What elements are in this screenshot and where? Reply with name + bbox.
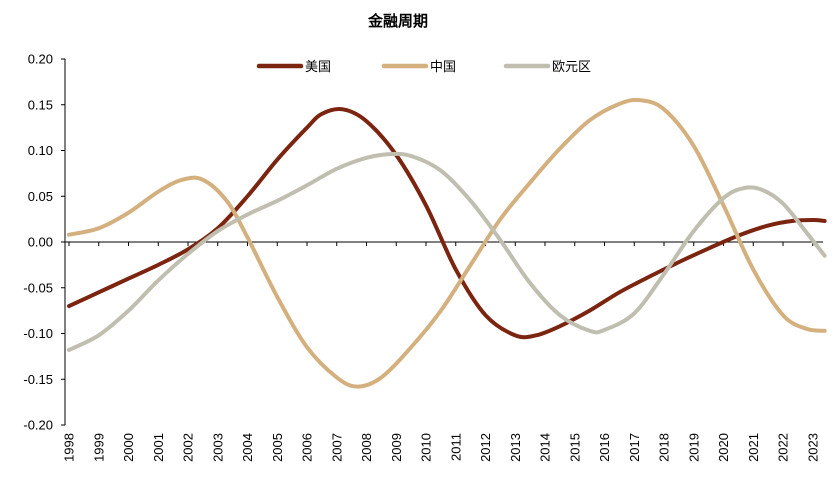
x-tick-label: 2003 [210, 433, 225, 462]
x-tick-label: 2017 [627, 433, 642, 462]
x-tick-label: 2010 [419, 433, 434, 462]
y-tick-label: 0.00 [28, 235, 53, 250]
x-tick-label: 2022 [776, 433, 791, 462]
x-tick-label: 2008 [359, 433, 374, 462]
x-tick-label: 2006 [300, 433, 315, 462]
series-line-2 [67, 97, 827, 389]
x-tick-label: 2016 [597, 433, 612, 462]
y-tick-label: -0.10 [23, 326, 53, 341]
y-tick-label: -0.15 [23, 372, 53, 387]
x-tick-label: 2018 [657, 433, 672, 462]
y-tick-label: 0.05 [28, 189, 53, 204]
x-tick-label: 2004 [240, 433, 255, 462]
legend-label-3: 欧元区 [552, 60, 591, 75]
legend-label-2: 中国 [430, 60, 456, 75]
x-tick-label: 2011 [448, 433, 463, 461]
series-line-3 [67, 151, 827, 352]
x-tick-label: 2019 [686, 433, 701, 462]
legend-label-1: 美国 [305, 60, 331, 75]
x-tick-label: 2014 [538, 433, 553, 462]
x-tick-label: 1999 [91, 433, 106, 462]
x-tick-label: 2015 [567, 433, 582, 462]
x-tick-label: 2013 [508, 433, 523, 462]
legend: 美国 中国 欧元区 [256, 60, 591, 75]
x-tick-label: 2012 [478, 433, 493, 462]
x-tick-label: 2020 [716, 433, 731, 462]
x-tick-label: 2002 [181, 433, 196, 462]
y-tick-label: 0.15 [28, 97, 53, 112]
x-tick-label: 2021 [746, 433, 761, 462]
x-tick-label: 2001 [151, 433, 166, 462]
series-layer [67, 97, 827, 389]
x-tick-label: 2005 [270, 433, 285, 462]
x-tick-label: 2023 [805, 433, 820, 462]
y-tick-label: -0.20 [23, 418, 53, 433]
y-tick-label: 0.10 [28, 143, 53, 158]
x-tick-label: 2000 [121, 433, 136, 462]
axes: 0.20 0.15 0.10 0.05 0.00 -0.05 -0.10 -0.15 -0.20… [23, 52, 823, 462]
y-tick-label: 0.20 [28, 52, 53, 67]
chart-title: 金融周期 [367, 12, 428, 30]
y-tick-label: -0.05 [23, 280, 53, 295]
x-tick-label: 1998 [62, 433, 77, 462]
x-tick-label: 2007 [329, 433, 344, 462]
x-tick-label: 2009 [389, 433, 404, 462]
